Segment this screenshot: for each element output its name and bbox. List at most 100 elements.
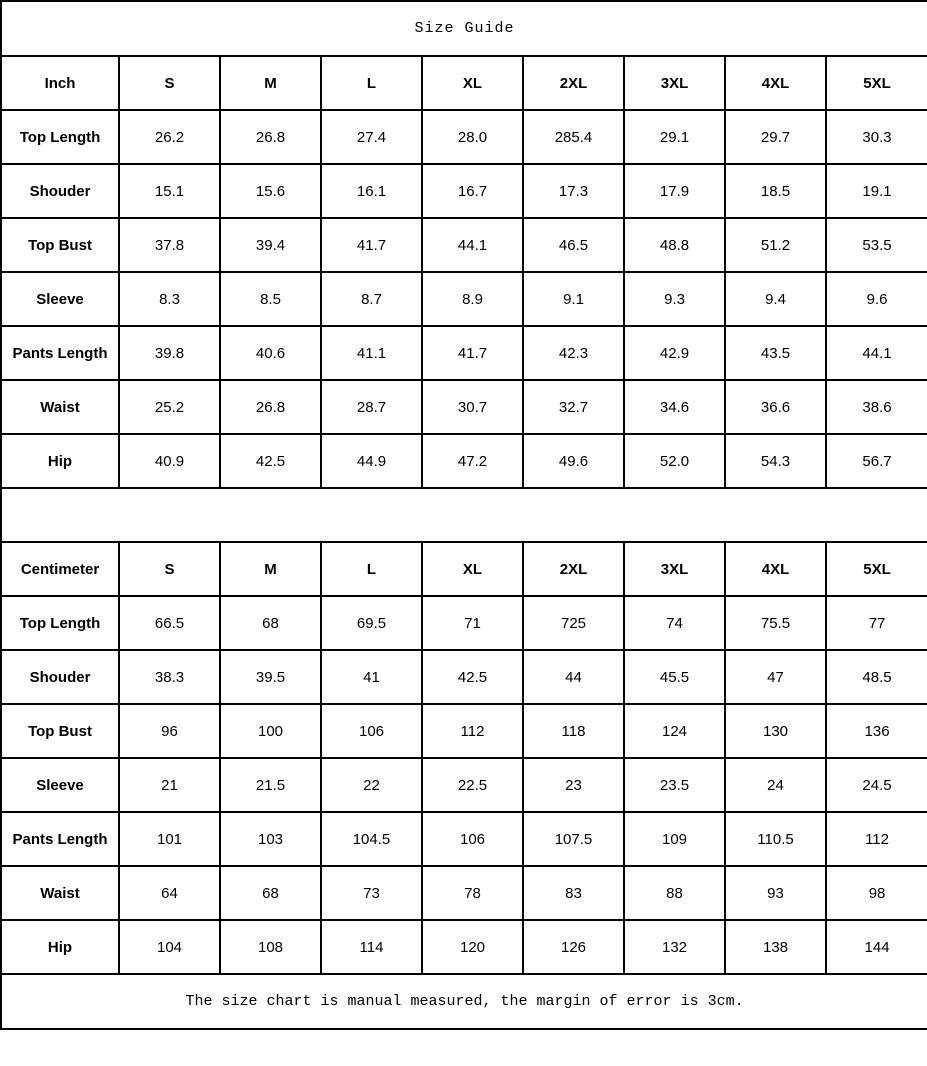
table-row: Top Bust 37.8 39.4 41.7 44.1 46.5 48.8 51.2 53.5: [0, 217, 927, 273]
value-cell: 38.6: [824, 379, 927, 435]
size-header-cell: XL: [421, 541, 524, 597]
value-cell: 83: [522, 865, 625, 921]
value-cell: 41.7: [320, 217, 423, 273]
value-cell: 69.5: [320, 595, 423, 651]
value-cell: 28.0: [421, 109, 524, 165]
value-cell: 9.3: [623, 271, 726, 327]
value-cell: 53.5: [824, 217, 927, 273]
value-cell: 138: [724, 919, 827, 975]
value-cell: 9.4: [724, 271, 827, 327]
value-cell: 17.3: [522, 163, 625, 219]
value-cell: 144: [824, 919, 927, 975]
value-cell: 24: [724, 757, 827, 813]
value-cell: 42.5: [219, 433, 322, 489]
size-header-cell: M: [219, 55, 322, 111]
table-row: Waist 64 68 73 78 83 88 93 98: [0, 865, 927, 921]
value-cell: 41: [320, 649, 423, 705]
value-cell: 68: [219, 595, 322, 651]
value-cell: 285.4: [522, 109, 625, 165]
value-cell: 71: [421, 595, 524, 651]
table-row: Top Bust 96 100 106 112 118 124 130 136: [0, 703, 927, 759]
unit-header-cell: Centimeter: [0, 541, 120, 597]
value-cell: 8.7: [320, 271, 423, 327]
value-cell: 136: [824, 703, 927, 759]
value-cell: 107.5: [522, 811, 625, 867]
size-header-cell: 4XL: [724, 55, 827, 111]
row-label-cell: Top Bust: [0, 703, 120, 759]
value-cell: 78: [421, 865, 524, 921]
value-cell: 75.5: [724, 595, 827, 651]
value-cell: 42.3: [522, 325, 625, 381]
value-cell: 9.6: [824, 271, 927, 327]
value-cell: 74: [623, 595, 726, 651]
value-cell: 77: [824, 595, 927, 651]
value-cell: 101: [118, 811, 221, 867]
value-cell: 110.5: [724, 811, 827, 867]
value-cell: 37.8: [118, 217, 221, 273]
value-cell: 44.9: [320, 433, 423, 489]
value-cell: 106: [320, 703, 423, 759]
value-cell: 25.2: [118, 379, 221, 435]
value-cell: 44: [522, 649, 625, 705]
size-header-row: Centimeter S M L XL 2XL 3XL 4XL 5XL: [0, 541, 927, 597]
size-header-cell: M: [219, 541, 322, 597]
table-row: Hip 40.9 42.5 44.9 47.2 49.6 52.0 54.3 56.7: [0, 433, 927, 489]
size-header-cell: 3XL: [623, 55, 726, 111]
value-cell: 36.6: [724, 379, 827, 435]
value-cell: 26.2: [118, 109, 221, 165]
row-label-cell: Pants Length: [0, 325, 120, 381]
value-cell: 29.1: [623, 109, 726, 165]
value-cell: 43.5: [724, 325, 827, 381]
value-cell: 21.5: [219, 757, 322, 813]
value-cell: 109: [623, 811, 726, 867]
value-cell: 40.6: [219, 325, 322, 381]
value-cell: 68: [219, 865, 322, 921]
value-cell: 30.3: [824, 109, 927, 165]
table-row: Shouder 15.1 15.6 16.1 16.7 17.3 17.9 18.5 19.1: [0, 163, 927, 219]
value-cell: 22: [320, 757, 423, 813]
value-cell: 52.0: [623, 433, 726, 489]
size-header-cell: 2XL: [522, 55, 625, 111]
size-header-cell: 5XL: [824, 55, 927, 111]
value-cell: 16.7: [421, 163, 524, 219]
row-label-cell: Top Bust: [0, 217, 120, 273]
value-cell: 16.1: [320, 163, 423, 219]
value-cell: 26.8: [219, 109, 322, 165]
value-cell: 8.9: [421, 271, 524, 327]
value-cell: 132: [623, 919, 726, 975]
footer-note: The size chart is manual measured, the m…: [0, 973, 927, 1030]
value-cell: 15.6: [219, 163, 322, 219]
value-cell: 126: [522, 919, 625, 975]
value-cell: 8.5: [219, 271, 322, 327]
value-cell: 23: [522, 757, 625, 813]
value-cell: 56.7: [824, 433, 927, 489]
value-cell: 19.1: [824, 163, 927, 219]
value-cell: 51.2: [724, 217, 827, 273]
value-cell: 39.4: [219, 217, 322, 273]
table-row: Waist 25.2 26.8 28.7 30.7 32.7 34.6 36.6 38.6: [0, 379, 927, 435]
value-cell: 98: [824, 865, 927, 921]
table-row: Sleeve 21 21.5 22 22.5 23 23.5 24 24.5: [0, 757, 927, 813]
row-label-cell: Top Length: [0, 109, 120, 165]
value-cell: 103: [219, 811, 322, 867]
value-cell: 120: [421, 919, 524, 975]
value-cell: 34.6: [623, 379, 726, 435]
spacer-section: [0, 487, 927, 543]
centimeter-table-body: Centimeter S M L XL 2XL 3XL 4XL 5XL Top Length 66.…: [0, 541, 927, 975]
footer-row: The size chart is manual measured, the m…: [0, 973, 927, 1030]
value-cell: 49.6: [522, 433, 625, 489]
value-cell: 112: [421, 703, 524, 759]
size-header-cell: XL: [421, 55, 524, 111]
size-header-cell: 3XL: [623, 541, 726, 597]
row-label-cell: Pants Length: [0, 811, 120, 867]
value-cell: 32.7: [522, 379, 625, 435]
row-label-cell: Hip: [0, 919, 120, 975]
spacer-cell: [0, 487, 927, 543]
row-label-cell: Waist: [0, 379, 120, 435]
value-cell: 15.1: [118, 163, 221, 219]
value-cell: 47: [724, 649, 827, 705]
value-cell: 38.3: [118, 649, 221, 705]
value-cell: 54.3: [724, 433, 827, 489]
value-cell: 39.5: [219, 649, 322, 705]
